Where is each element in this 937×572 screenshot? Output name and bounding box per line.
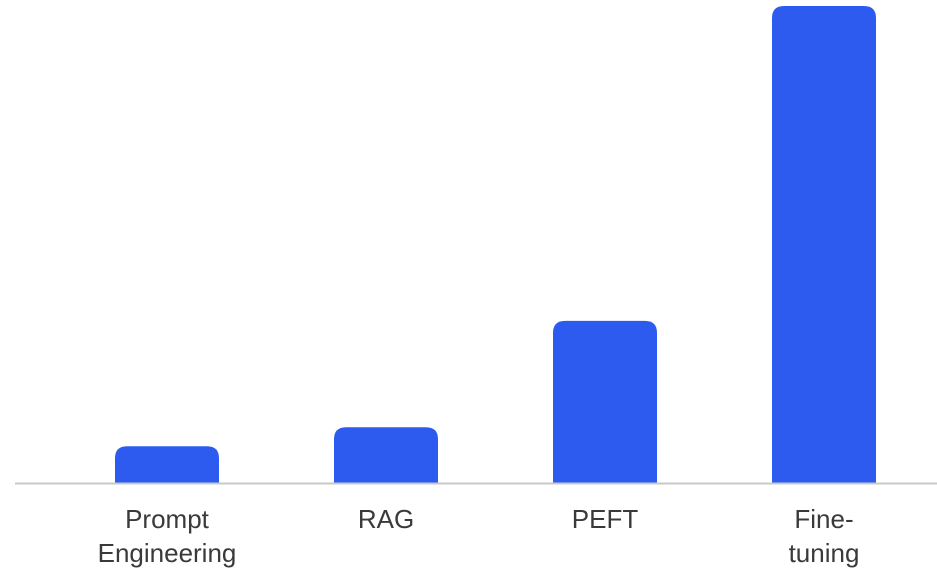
bar-peft: [553, 320, 657, 483]
bar-rag: [334, 427, 438, 483]
x-tick-labels: Prompt Engineering RAG PEFT Fine-tuning: [98, 504, 860, 568]
x-tick-label: Prompt Engineering: [98, 504, 237, 568]
x-tick-label-line: Engineering: [98, 538, 237, 568]
x-tick-label-line: PEFT: [572, 504, 639, 534]
x-tick-label-line: tuning: [789, 538, 860, 568]
x-tick-label-line: Fine-: [794, 504, 853, 534]
x-tick-label: PEFT: [572, 504, 639, 534]
bar-fine-tuning: [772, 6, 876, 483]
x-tick-label-line: RAG: [358, 504, 414, 534]
bar-prompt-engineering: [115, 446, 219, 483]
bars-group: [115, 6, 876, 483]
x-tick-label-line: Prompt: [125, 504, 210, 534]
x-tick-label: Fine-tuning: [789, 504, 860, 568]
x-tick-label: RAG: [358, 504, 414, 534]
